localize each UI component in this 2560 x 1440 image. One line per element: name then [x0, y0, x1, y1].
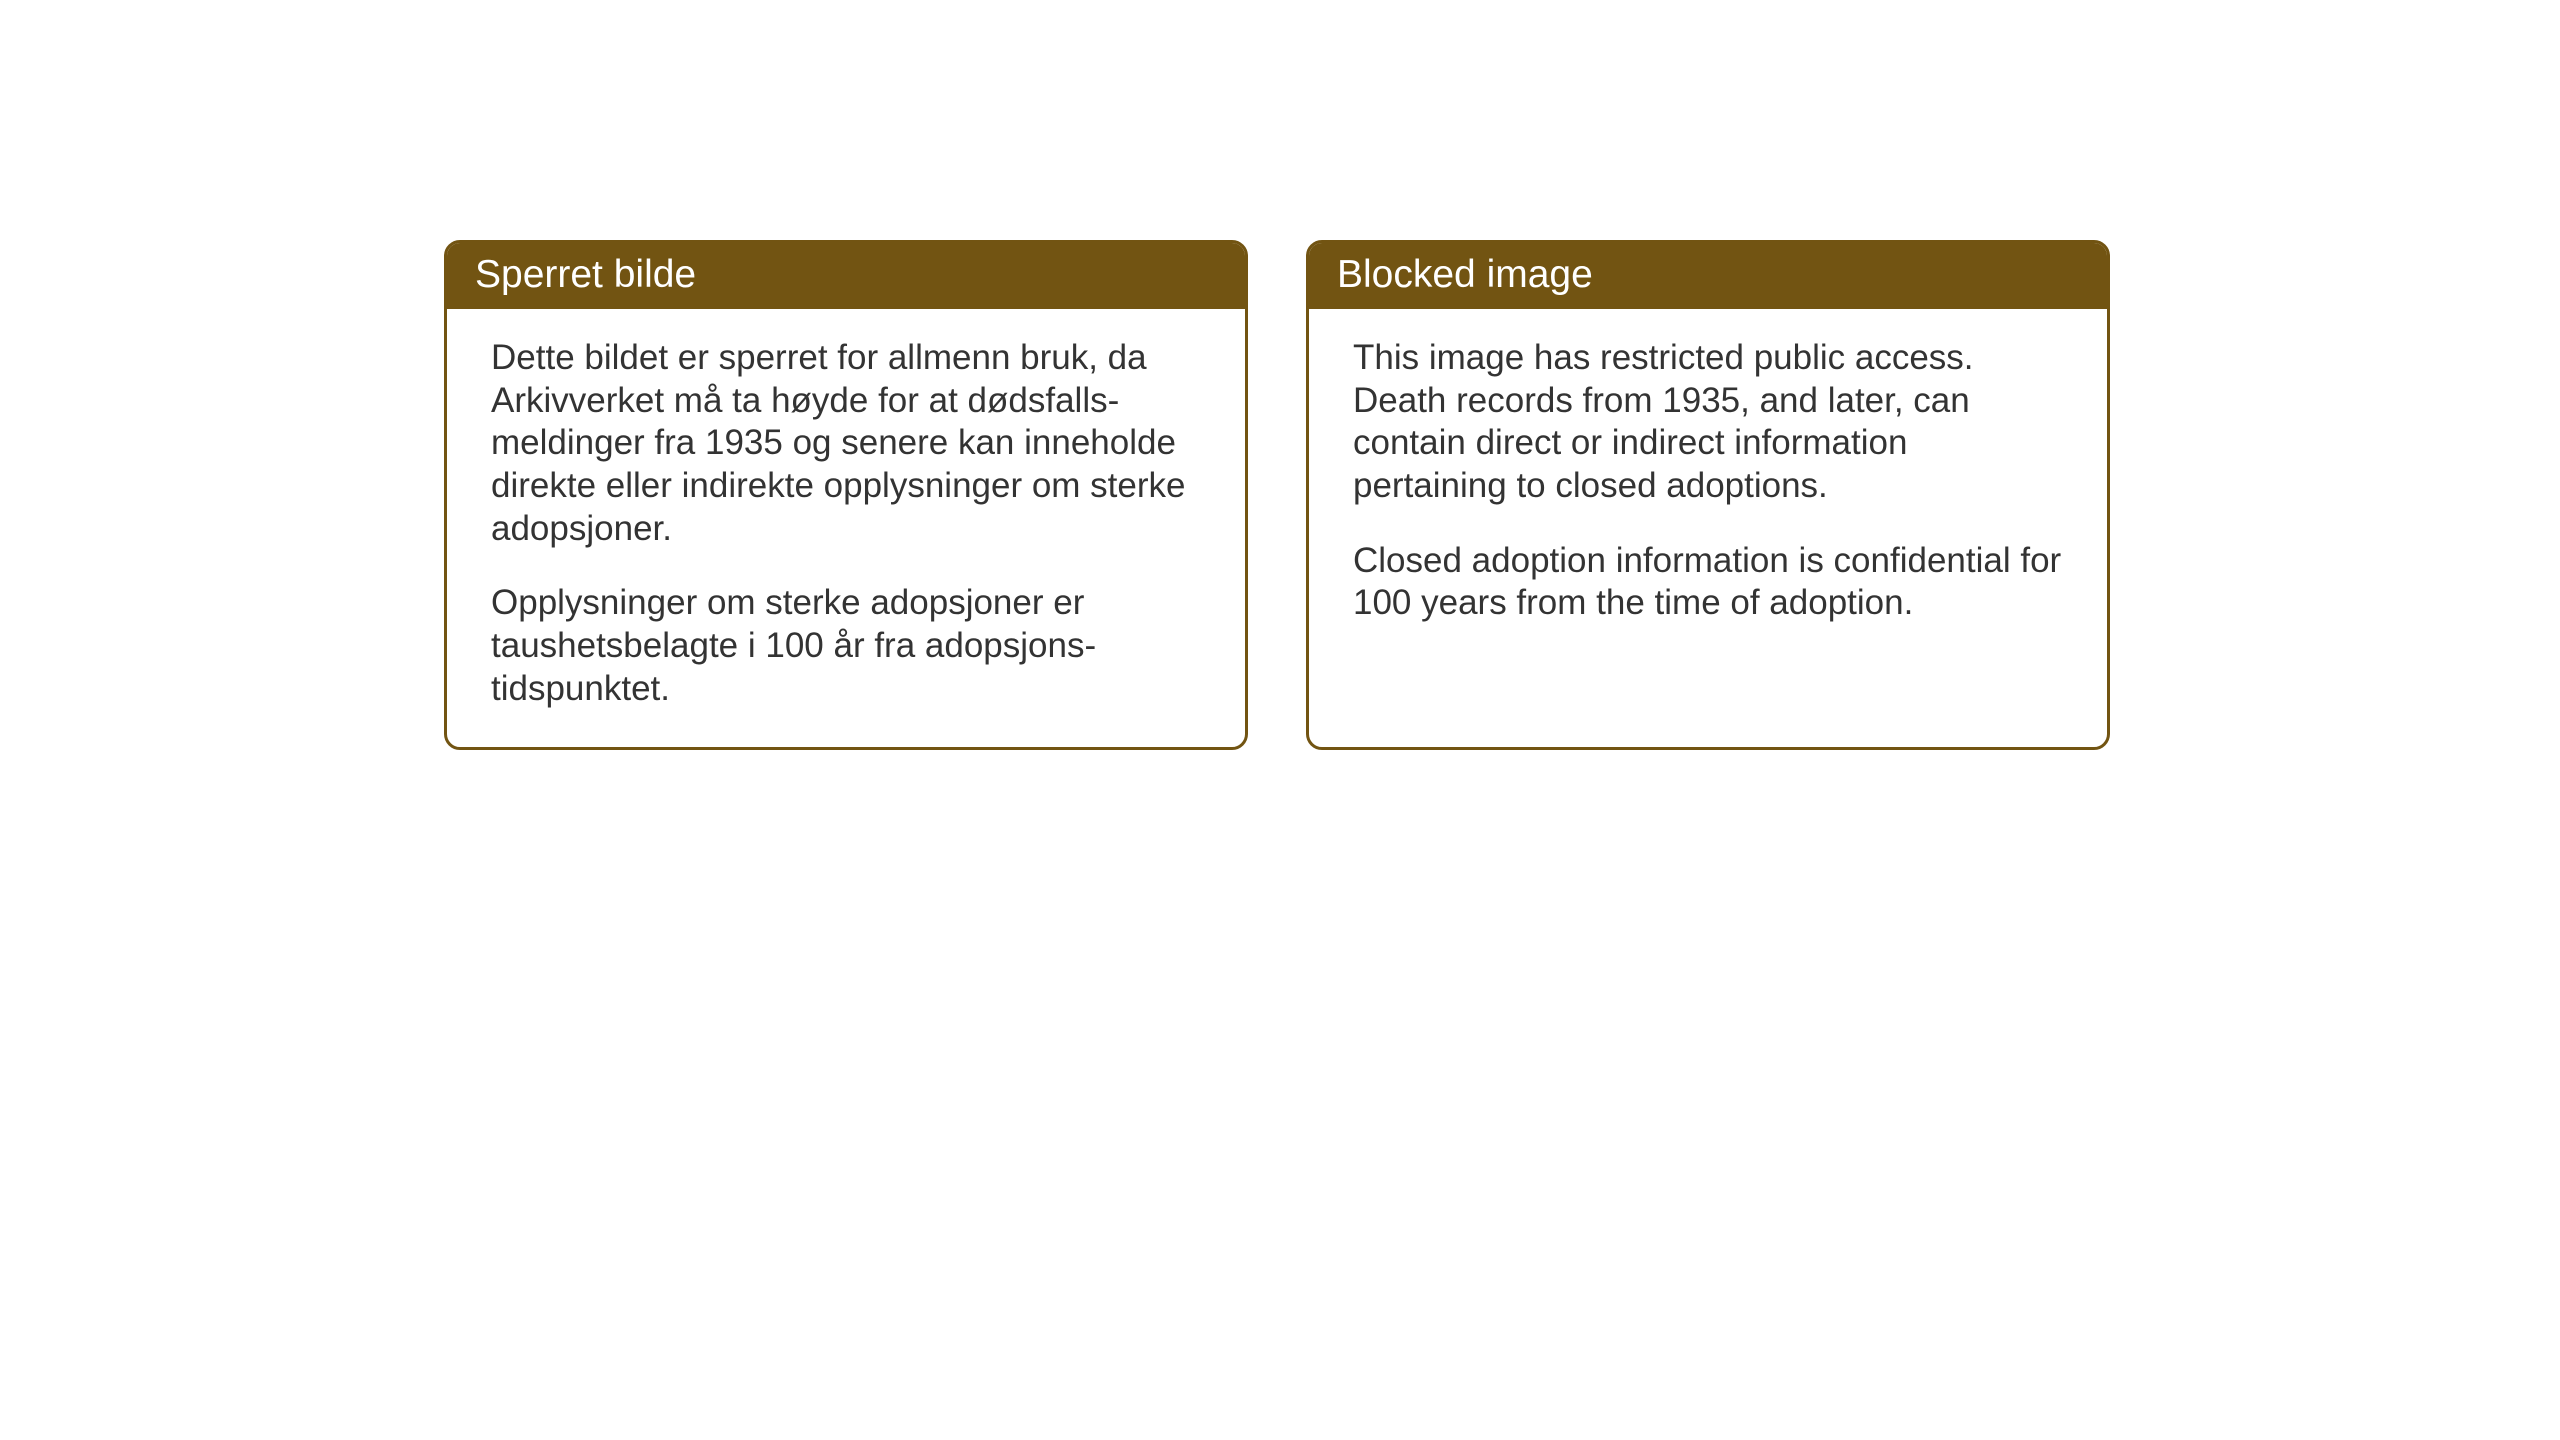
- english-card-title: Blocked image: [1309, 243, 2107, 309]
- english-paragraph-1: This image has restricted public access.…: [1353, 337, 2063, 508]
- norwegian-paragraph-2: Opplysninger om sterke adopsjoner er tau…: [491, 582, 1201, 710]
- norwegian-card-title: Sperret bilde: [447, 243, 1245, 309]
- norwegian-paragraph-1: Dette bildet er sperret for allmenn bruk…: [491, 337, 1201, 550]
- english-paragraph-2: Closed adoption information is confident…: [1353, 540, 2063, 625]
- norwegian-card-body: Dette bildet er sperret for allmenn bruk…: [447, 309, 1245, 747]
- notice-container: Sperret bilde Dette bildet er sperret fo…: [444, 240, 2110, 750]
- norwegian-notice-card: Sperret bilde Dette bildet er sperret fo…: [444, 240, 1248, 750]
- english-notice-card: Blocked image This image has restricted …: [1306, 240, 2110, 750]
- english-card-body: This image has restricted public access.…: [1309, 309, 2107, 661]
